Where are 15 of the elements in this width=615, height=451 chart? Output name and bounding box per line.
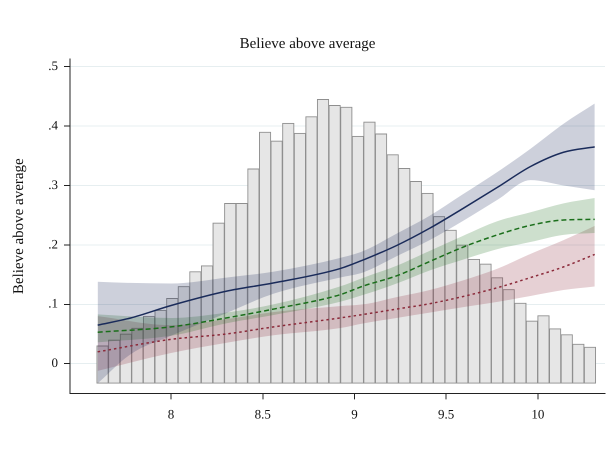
- y-tick-label: .3: [48, 176, 58, 192]
- line-series: [96, 218, 596, 333]
- chart-title: Believe above average: [240, 36, 376, 52]
- y-tick-label: .2: [48, 236, 58, 252]
- y-tick-label: .4: [48, 118, 58, 133]
- y-axis-title: Believe above average: [10, 158, 27, 294]
- y-tick-label: .1: [48, 296, 58, 311]
- y-tick-label: .5: [48, 58, 58, 74]
- x-tick-label: 10: [531, 406, 544, 422]
- line-series: [96, 146, 596, 326]
- x-tick-label: 8: [168, 406, 174, 422]
- x-tick-label: 9.5: [438, 406, 454, 422]
- y-tick-label: 0: [52, 355, 58, 370]
- x-tick-label: 8.5: [254, 406, 271, 422]
- x-tick-label: 9: [351, 406, 358, 422]
